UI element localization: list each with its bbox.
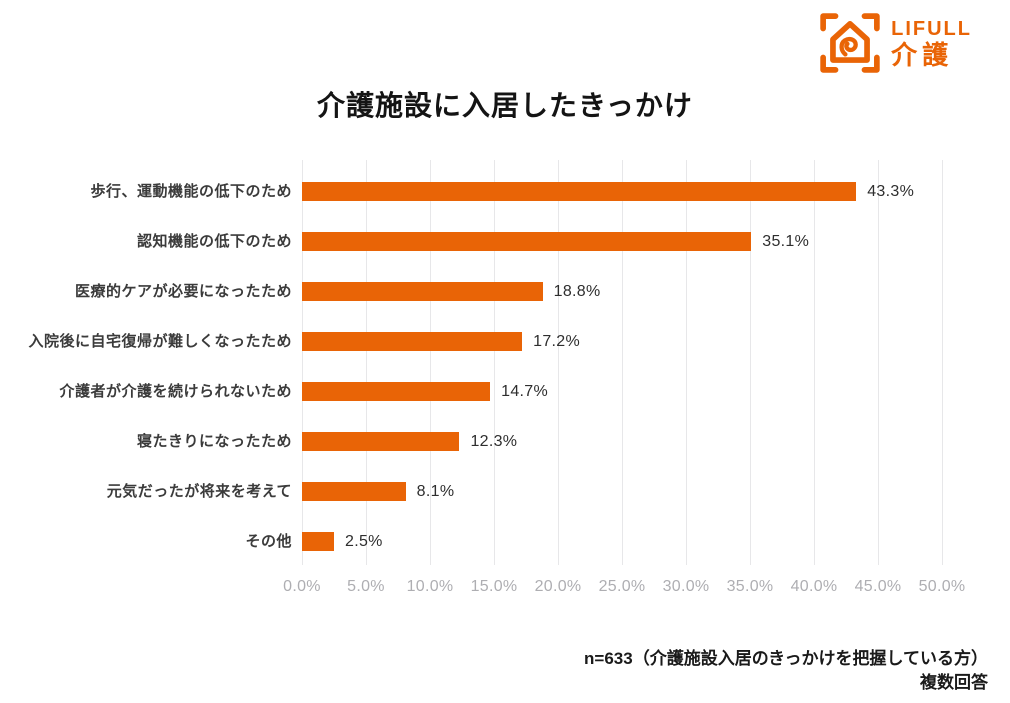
- gridline: [878, 160, 879, 565]
- category-label: 寝たきりになったため: [136, 433, 292, 450]
- survey-note: n=633（介護施設入居のきっかけを把握している方） 複数回答: [584, 647, 988, 695]
- category-label: 元気だったが将来を考えて: [106, 483, 292, 500]
- logo-text: LIFULL 介護: [891, 19, 972, 68]
- survey-answer-type: 複数回答: [920, 673, 988, 693]
- gridline: [750, 160, 751, 565]
- x-axis-tick-label: 25.0%: [598, 578, 646, 595]
- x-axis-tick-label: 10.0%: [406, 578, 454, 595]
- value-label: 14.7%: [501, 383, 549, 400]
- gridline: [814, 160, 815, 565]
- logo-sub-text: 介護: [891, 39, 954, 70]
- category-label: 歩行、運動機能の低下のため: [90, 183, 292, 200]
- x-axis-tick-label: 30.0%: [662, 578, 710, 595]
- x-axis-tick-label: 35.0%: [726, 578, 774, 595]
- value-label: 12.3%: [470, 433, 518, 450]
- x-axis-tick-label: 0.0%: [283, 578, 321, 595]
- bar: [302, 382, 491, 401]
- lifull-kaigo-logo: LIFULL 介護: [819, 12, 972, 74]
- x-axis-tick-label: 40.0%: [790, 578, 838, 595]
- value-label: 2.5%: [345, 533, 383, 550]
- bar: [302, 432, 460, 451]
- gridline: [686, 160, 687, 565]
- category-label: 入院後に自宅復帰が難しくなったため: [28, 333, 292, 350]
- survey-sample-size: n=633（介護施設入居のきっかけを把握している方）: [584, 649, 988, 669]
- x-axis-tick-label: 20.0%: [534, 578, 582, 595]
- value-label: 8.1%: [416, 483, 455, 500]
- category-label: その他: [245, 533, 292, 550]
- category-label: 介護者が介護を続けられないため: [59, 383, 292, 400]
- bar: [302, 332, 523, 351]
- gridline: [494, 160, 495, 565]
- logo-brand-text: LIFULL: [891, 17, 972, 40]
- value-label: 17.2%: [533, 333, 581, 350]
- bar: [302, 532, 334, 551]
- x-axis-tick-label: 15.0%: [470, 578, 518, 595]
- category-label: 医療的ケアが必要になったため: [74, 283, 292, 300]
- x-axis-tick-label: 45.0%: [854, 578, 902, 595]
- gridline: [302, 160, 303, 565]
- bar: [302, 282, 543, 301]
- house-logo-icon: [820, 13, 880, 73]
- gridline: [430, 160, 431, 565]
- chart-title: 介護施設に入居したきっかけ: [317, 90, 693, 121]
- bar: [302, 482, 406, 501]
- value-label: 35.1%: [762, 233, 810, 250]
- gridline: [942, 160, 943, 565]
- x-axis-tick-label: 5.0%: [347, 578, 385, 595]
- bar: [302, 232, 752, 251]
- category-label: 認知機能の低下のため: [136, 233, 292, 250]
- gridline: [366, 160, 367, 565]
- gridline: [558, 160, 559, 565]
- value-label: 43.3%: [867, 183, 915, 200]
- x-axis-tick-label: 50.0%: [918, 578, 966, 595]
- value-label: 18.8%: [553, 283, 601, 300]
- gridline: [622, 160, 623, 565]
- bar: [302, 182, 857, 201]
